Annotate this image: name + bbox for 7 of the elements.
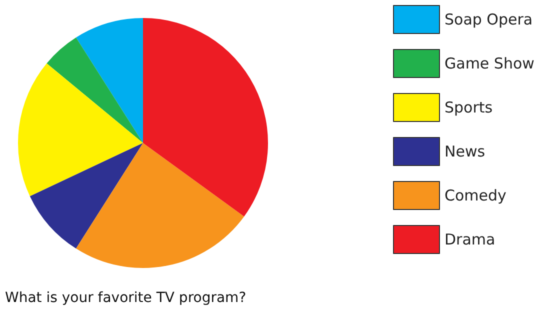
legend-label: News [444,142,486,160]
legend-label: Drama [444,230,496,248]
legend-label: Soap Opera [444,10,533,28]
legend-label: Comedy [444,186,507,204]
legend-label: Sports [444,98,493,116]
legend-label: Game Show [444,54,534,72]
text: What is your favorite TV program? [5,290,246,306]
